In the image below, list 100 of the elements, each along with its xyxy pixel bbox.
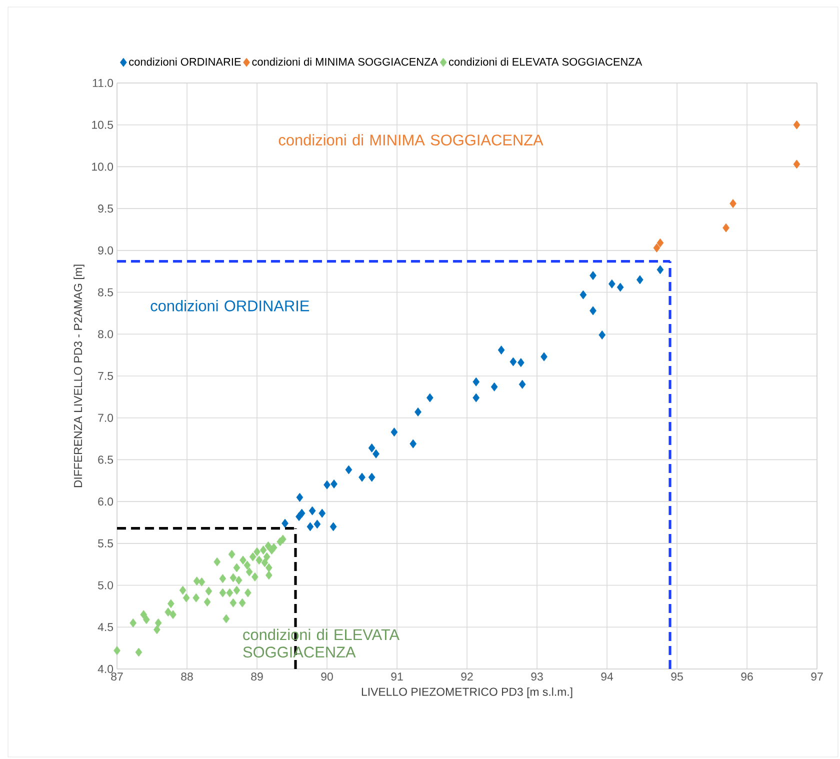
point (722, 223, 730, 232)
point (251, 572, 258, 582)
point (793, 160, 800, 169)
point (204, 598, 211, 607)
point (244, 588, 252, 598)
point (238, 598, 246, 608)
point (358, 472, 366, 482)
annotation: condizioni ORDINARIE (150, 300, 310, 312)
point (130, 618, 137, 628)
point (249, 552, 256, 562)
y-tick-label: 7.0 (98, 414, 114, 422)
point (114, 646, 120, 656)
point (616, 282, 624, 292)
y-tick-label: 5.0 (98, 581, 114, 590)
point (517, 358, 524, 368)
y-tick-label: 10.5 (92, 120, 114, 129)
y-tick-label: 9.0 (98, 246, 114, 254)
y-axis-title: DIFFERENZA LIVELLO PD3 - P2AMAG [m] (74, 264, 84, 488)
point (167, 599, 174, 608)
point (540, 352, 548, 362)
point (372, 449, 380, 458)
point (414, 407, 422, 416)
x-tick-label: 93 (531, 672, 543, 681)
point (518, 380, 526, 389)
point (498, 346, 505, 355)
point (230, 598, 237, 608)
point (368, 472, 376, 482)
point (368, 443, 376, 452)
point (193, 576, 200, 586)
point (590, 271, 596, 280)
point (598, 330, 606, 340)
point (426, 393, 434, 402)
point (135, 648, 142, 657)
point (318, 508, 326, 518)
point (330, 522, 337, 532)
point (314, 520, 321, 529)
point (192, 593, 200, 602)
x-tick-label: 91 (391, 672, 403, 681)
x-tick-label: 97 (811, 672, 823, 681)
point (233, 563, 240, 572)
point (205, 586, 212, 596)
point (265, 563, 272, 572)
point (308, 506, 316, 516)
point (154, 618, 162, 628)
point (233, 586, 240, 595)
point (472, 377, 480, 386)
y-tick-label: 5.5 (98, 539, 114, 548)
point (261, 558, 268, 568)
point (179, 586, 186, 595)
point (653, 243, 660, 252)
point (264, 541, 272, 550)
x-tick-label: 90 (321, 672, 333, 681)
x-tick-label: 92 (461, 672, 473, 681)
y-tick-label: 11.0 (92, 78, 114, 88)
point (140, 610, 148, 620)
point (244, 560, 251, 570)
point (219, 588, 226, 598)
point (390, 428, 398, 437)
point (472, 393, 480, 402)
y-tick-label: 4.5 (98, 623, 114, 632)
point (410, 439, 417, 448)
point (298, 508, 306, 518)
point (490, 382, 498, 392)
legend-label: condizioni ORDINARIE (129, 58, 241, 66)
point (608, 279, 616, 288)
point (510, 357, 517, 366)
point (793, 120, 800, 130)
point (330, 479, 338, 488)
y-tick-label: 10.0 (92, 162, 114, 171)
point (142, 615, 150, 624)
x-tick-label: 95 (671, 672, 683, 681)
y-tick-label: 9.5 (98, 204, 114, 213)
y-tick-label: 6.0 (98, 498, 114, 506)
point (182, 593, 190, 602)
y-tick-label: 8.0 (98, 330, 114, 338)
y-tick-label: 4.0 (98, 664, 114, 674)
point (246, 567, 253, 576)
point (636, 275, 644, 284)
legend-label: condizioni di ELEVATA SOGGIACENZA (448, 58, 642, 66)
point (580, 290, 587, 300)
y-tick-label: 6.5 (98, 456, 114, 464)
point (235, 576, 242, 585)
x-axis-title: LIVELLO PIEZOMETRICO PD3 [m s.l.m.] (362, 687, 572, 698)
point (153, 625, 160, 634)
point (265, 570, 272, 580)
point (222, 614, 230, 624)
point (214, 557, 221, 566)
annotation: condizioni di MINIMA SOGGIACENZA (278, 134, 544, 146)
x-tick-label: 88 (181, 672, 193, 681)
point (230, 573, 237, 582)
point (240, 556, 246, 565)
point (219, 574, 226, 584)
point (282, 518, 288, 528)
legend-label: condizioni di MINIMA SOGGIACENZA (252, 58, 438, 66)
y-tick-label: 8.5 (98, 288, 114, 296)
x-tick-label: 94 (601, 672, 614, 681)
point (198, 577, 206, 586)
point (730, 199, 736, 208)
point (164, 608, 172, 617)
point (256, 556, 263, 565)
